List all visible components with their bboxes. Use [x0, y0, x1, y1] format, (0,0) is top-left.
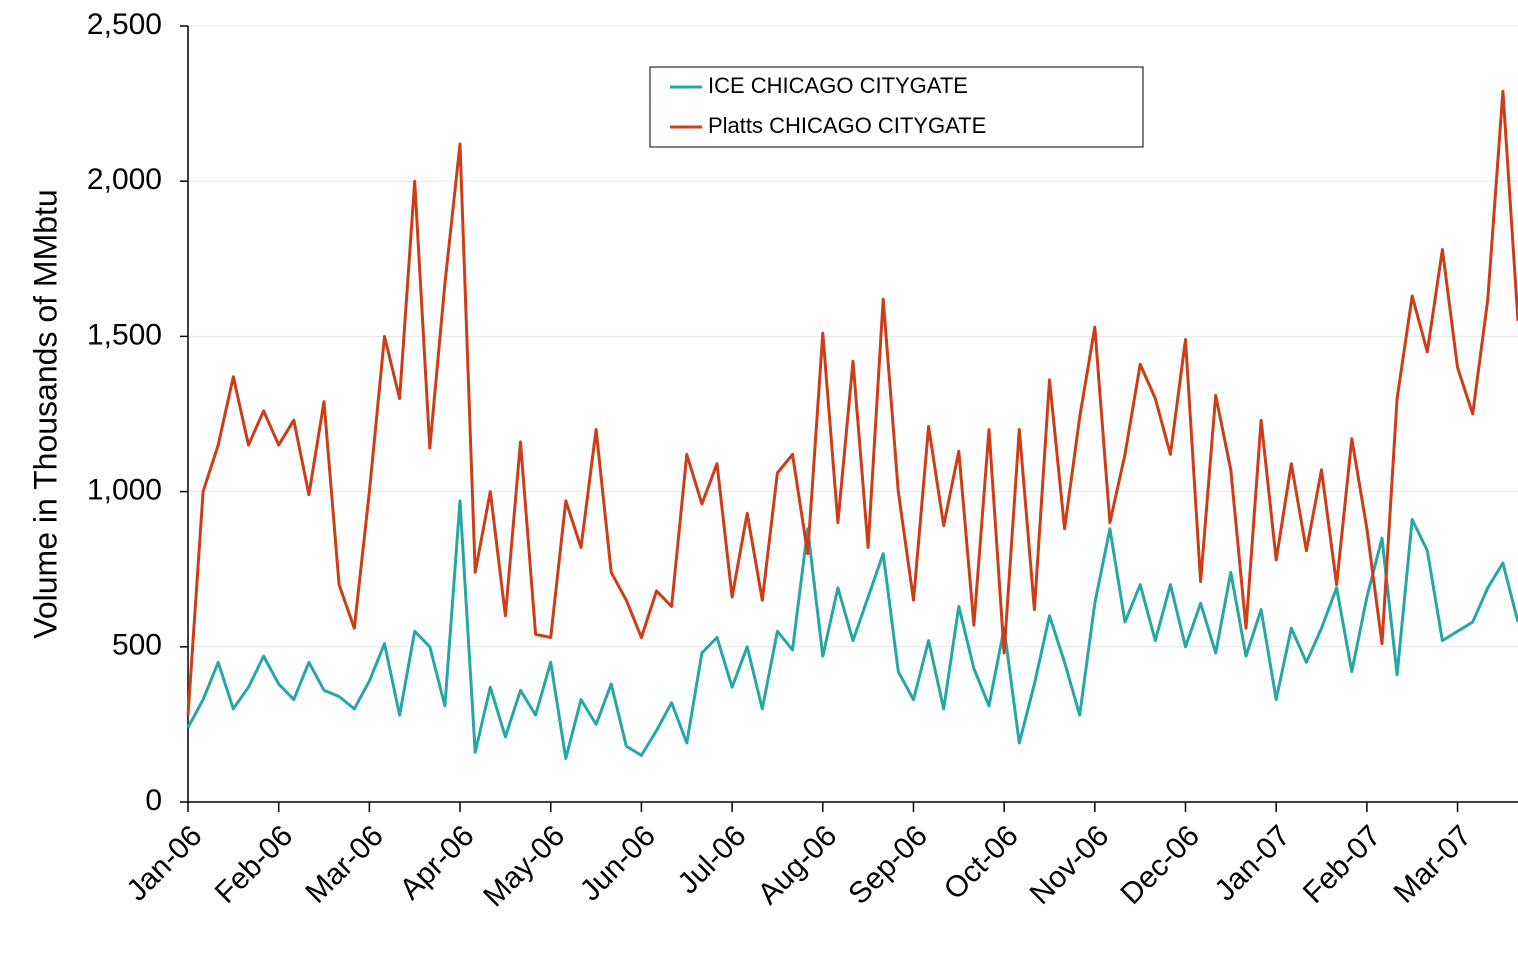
legend-label: Platts CHICAGO CITYGATE: [708, 113, 986, 138]
y-tick-label: 2,500: [87, 8, 162, 41]
x-tick-label: Jan-07: [1209, 819, 1297, 907]
series-line: [186, 499, 1518, 760]
y-tick-label: 500: [112, 629, 162, 662]
x-tick-label: Dec-06: [1114, 819, 1206, 911]
x-tick-label: Mar-07: [1388, 819, 1479, 910]
x-tick-label: May-06: [477, 819, 571, 913]
legend-label: ICE CHICAGO CITYGATE: [708, 73, 968, 98]
y-axis-title: Volume in Thousands of MMbtu: [27, 189, 63, 638]
y-tick-label: 0: [145, 784, 162, 817]
series-line: [186, 89, 1518, 716]
y-tick-label: 1,000: [87, 474, 162, 507]
x-tick-label: Feb-07: [1297, 819, 1388, 910]
x-tick-label: Nov-06: [1024, 819, 1116, 911]
legend-box: [649, 66, 1144, 148]
y-tick-label: 2,000: [87, 163, 162, 196]
x-tick-label: Apr-06: [394, 819, 481, 906]
y-tick-label: 1,500: [87, 318, 162, 351]
x-tick-label: Jun-06: [574, 819, 662, 907]
x-tick-label: Jul-06: [672, 819, 753, 900]
x-tick-label: Oct-06: [938, 819, 1025, 906]
x-tick-label: Sep-06: [842, 819, 934, 911]
x-tick-label: Mar-06: [299, 819, 390, 910]
x-tick-label: Aug-06: [752, 819, 844, 911]
x-tick-label: Jan-06: [120, 819, 208, 907]
x-tick-label: Feb-06: [209, 819, 300, 910]
